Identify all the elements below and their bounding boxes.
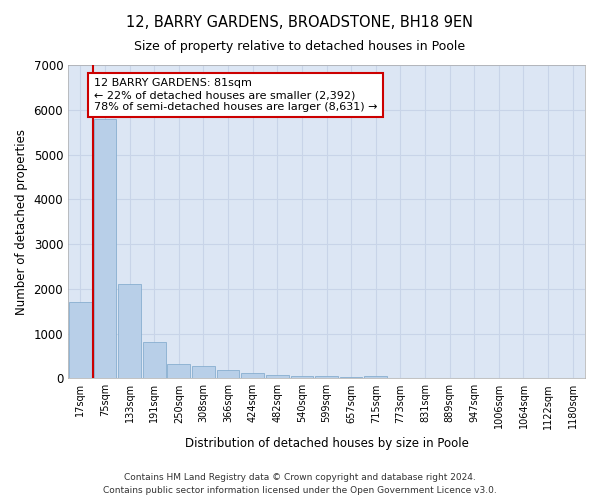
Text: 12 BARRY GARDENS: 81sqm
← 22% of detached houses are smaller (2,392)
78% of semi: 12 BARRY GARDENS: 81sqm ← 22% of detache… — [94, 78, 377, 112]
Text: Contains HM Land Registry data © Crown copyright and database right 2024.
Contai: Contains HM Land Registry data © Crown c… — [103, 474, 497, 495]
Bar — [290, 376, 313, 378]
Bar — [340, 377, 362, 378]
X-axis label: Distribution of detached houses by size in Poole: Distribution of detached houses by size … — [185, 437, 469, 450]
Bar — [364, 376, 387, 378]
Text: 12, BARRY GARDENS, BROADSTONE, BH18 9EN: 12, BARRY GARDENS, BROADSTONE, BH18 9EN — [127, 15, 473, 30]
Y-axis label: Number of detached properties: Number of detached properties — [15, 128, 28, 314]
Bar — [143, 342, 166, 378]
Bar — [118, 284, 141, 378]
Bar — [167, 364, 190, 378]
Bar — [266, 374, 289, 378]
Bar — [192, 366, 215, 378]
Bar — [315, 376, 338, 378]
Bar — [69, 302, 92, 378]
Bar — [217, 370, 239, 378]
Bar — [241, 373, 264, 378]
Bar — [94, 118, 116, 378]
Text: Size of property relative to detached houses in Poole: Size of property relative to detached ho… — [134, 40, 466, 53]
